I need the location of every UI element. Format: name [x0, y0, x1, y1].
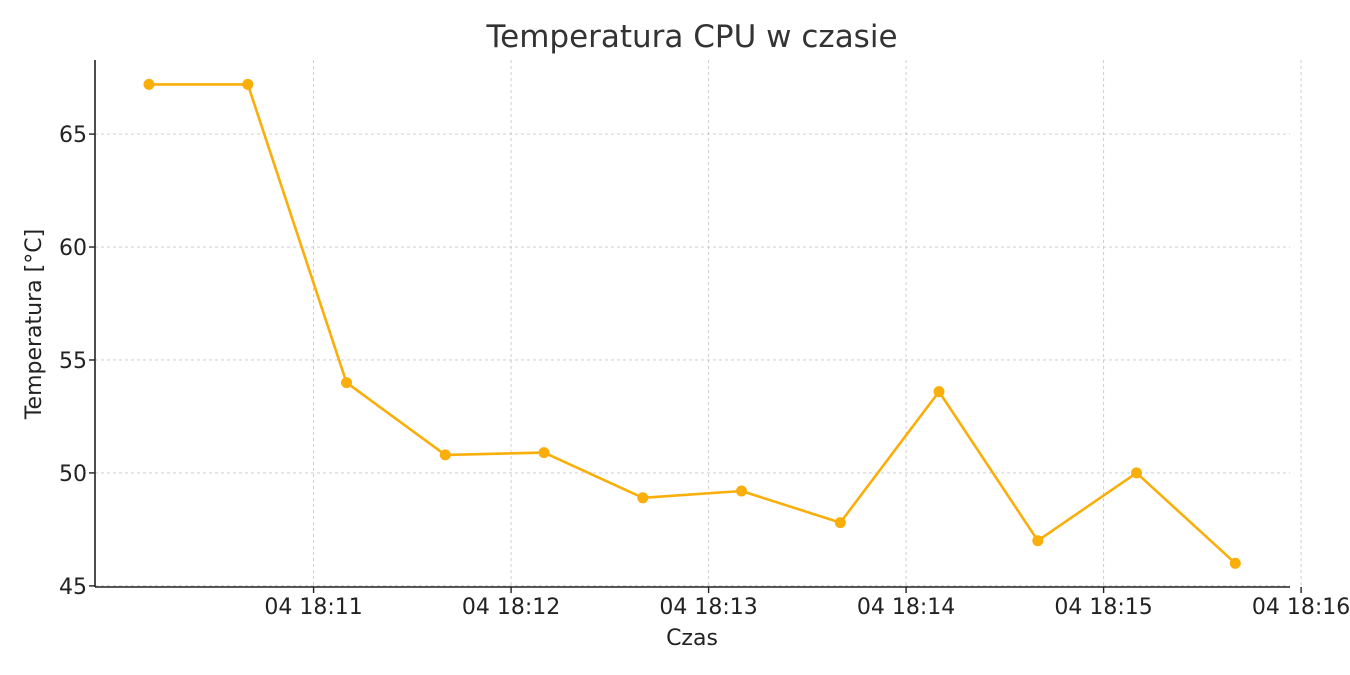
data-point: [1229, 557, 1241, 569]
x-tick-label: 04 18:12: [462, 595, 560, 620]
y-tick-label: 55: [59, 349, 87, 374]
series-line: [147, 83, 1237, 565]
grid: [95, 60, 1302, 587]
data-point: [439, 449, 451, 461]
y-axis-label: Temperatura [°C]: [22, 229, 47, 420]
ticks: 04 18:11 04 18:12 04 18:13 04 18:14 04 18:15…: [59, 123, 1350, 620]
data-point: [538, 447, 550, 459]
y-tick-label: 60: [59, 236, 87, 261]
y-tick-label: 45: [59, 575, 87, 600]
x-tick-label: 04 18:14: [857, 595, 955, 620]
x-tick-label: 04 18:16: [1252, 595, 1350, 620]
x-tick-label: 04 18:13: [659, 595, 757, 620]
data-point: [341, 377, 352, 389]
series-layer: [143, 78, 1241, 569]
x-tick-label: 04 18:11: [264, 595, 362, 620]
y-tick-label: 50: [59, 462, 87, 487]
axes: [94, 60, 1290, 588]
chart-title: Temperatura CPU w czasie: [485, 19, 897, 55]
data-point: [1032, 535, 1044, 547]
data-point: [736, 485, 747, 497]
x-axis-label: Czas: [666, 626, 718, 651]
data-point: [242, 78, 254, 90]
data-point: [143, 78, 155, 90]
data-point: [637, 492, 649, 504]
x-tick-label: 04 18:15: [1054, 595, 1152, 620]
data-point: [834, 517, 846, 529]
y-tick-label: 65: [59, 123, 87, 148]
data-point: [933, 386, 945, 398]
data-point: [1131, 467, 1142, 479]
